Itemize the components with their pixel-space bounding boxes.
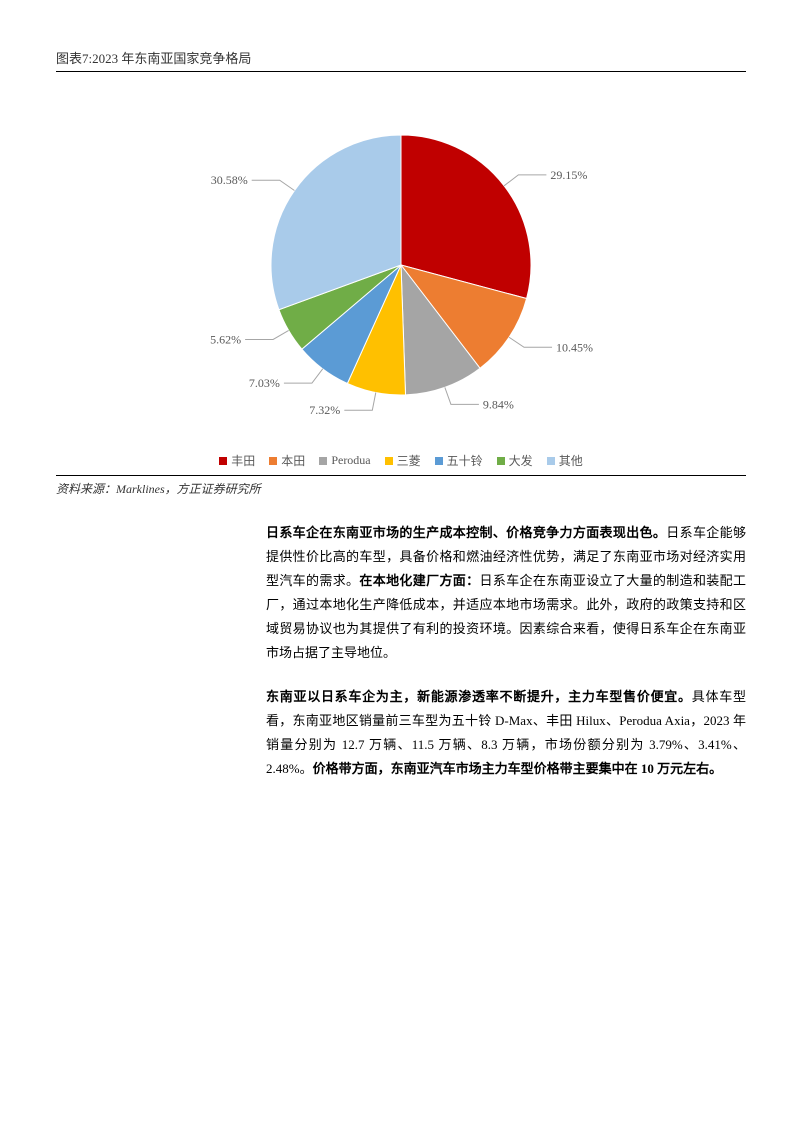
paragraph-1: 日系车企在东南亚市场的生产成本控制、价格竞争力方面表现出色。日系车企能够提供性价… [266, 521, 746, 665]
legend-label: 丰田 [231, 452, 255, 469]
pie-label: 7.32% [309, 403, 340, 417]
pie-label: 29.15% [550, 168, 587, 182]
legend-marker [435, 457, 443, 465]
pie-label: 9.84% [483, 397, 514, 411]
divider-top [56, 71, 746, 72]
legend-marker [319, 457, 327, 465]
legend-marker [219, 457, 227, 465]
legend-label: 三菱 [397, 452, 421, 469]
legend-marker [385, 457, 393, 465]
legend-marker [269, 457, 277, 465]
legend-label: 五十铃 [447, 452, 483, 469]
pie-label: 7.03% [249, 376, 280, 390]
leader-line [504, 175, 546, 186]
leader-line [252, 180, 295, 190]
pie-chart-area: 29.15% 10.45% 9.84% 7.32% 7.03% 5.62% 30.58% [56, 80, 746, 450]
leader-line [344, 393, 375, 411]
paragraph-2: 东南亚以日系车企为主，新能源渗透率不断提升，主力车型售价便宜。具体车型看，东南亚… [266, 685, 746, 781]
leader-line [509, 337, 552, 347]
legend-item: 五十铃 [435, 452, 483, 469]
legend-item: 本田 [269, 452, 305, 469]
pie-label: 10.45% [556, 340, 593, 354]
legend-item: 三菱 [385, 452, 421, 469]
chart-legend: 丰田 本田 Perodua 三菱 五十铃 大发 其他 [56, 452, 746, 469]
legend-item: 丰田 [219, 452, 255, 469]
divider-bottom [56, 475, 746, 476]
body-text: 日系车企在东南亚市场的生产成本控制、价格竞争力方面表现出色。日系车企能够提供性价… [266, 521, 746, 781]
legend-label: 其他 [559, 452, 583, 469]
legend-marker [547, 457, 555, 465]
leader-line [245, 330, 289, 339]
legend-marker [497, 457, 505, 465]
legend-item: Perodua [319, 452, 370, 469]
p1-bold-2: 在本地化建厂方面： [359, 573, 479, 588]
legend-label: 本田 [281, 452, 305, 469]
chart-source: 资料来源：Marklines，方正证券研究所 [56, 480, 746, 497]
legend-item: 大发 [497, 452, 533, 469]
leader-line [284, 369, 323, 383]
p1-bold-1: 日系车企在东南亚市场的生产成本控制、价格竞争力方面表现出色。 [266, 525, 666, 540]
legend-label: Perodua [331, 453, 370, 468]
pie-chart: 29.15% 10.45% 9.84% 7.32% 7.03% 5.62% 30.58% [56, 80, 746, 450]
legend-label: 大发 [509, 452, 533, 469]
p2-bold-1: 东南亚以日系车企为主，新能源渗透率不断提升，主力车型售价便宜。 [266, 689, 692, 704]
p2-bold-2: 价格带方面，东南亚汽车市场主力车型价格带主要集中在 10 万元左右。 [313, 761, 723, 776]
pie-label: 5.62% [210, 332, 241, 346]
leader-line [445, 387, 479, 404]
chart-title: 图表7:2023 年东南亚国家竞争格局 [56, 48, 746, 67]
legend-item: 其他 [547, 452, 583, 469]
pie-label: 30.58% [211, 173, 248, 187]
